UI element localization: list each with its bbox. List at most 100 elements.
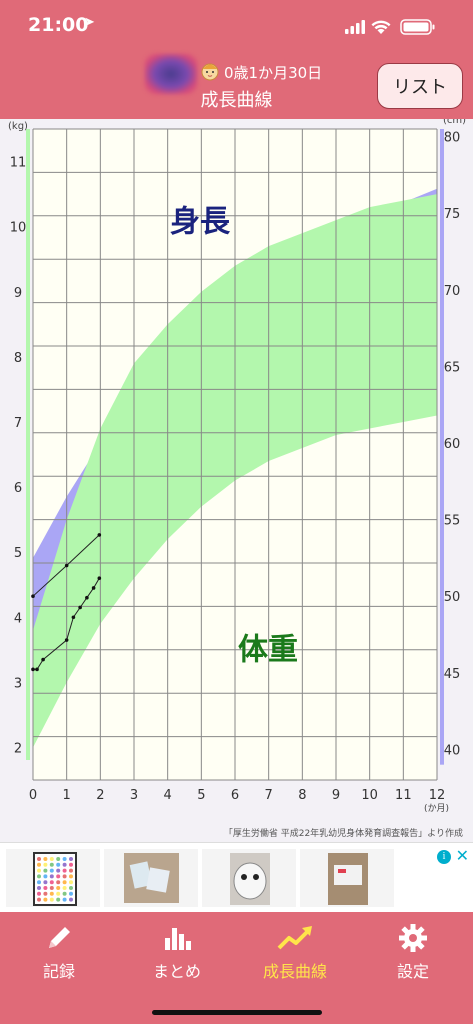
poster-dot	[37, 886, 41, 890]
tab-summary[interactable]: まとめ	[118, 912, 236, 992]
month-unit-label: (か月)	[424, 803, 449, 814]
ad-bib-image	[230, 853, 270, 905]
status-bar: 21:00 ➤	[0, 0, 473, 56]
gear-icon	[399, 924, 427, 952]
height-tick-label: 55	[444, 514, 461, 529]
poster-dot	[37, 868, 41, 873]
poster-dot	[43, 891, 48, 896]
ad-product-image[interactable]	[202, 849, 296, 907]
month-tick-label: 7	[265, 788, 273, 803]
poster-dot	[37, 891, 41, 896]
month-tick-label: 0	[29, 788, 37, 803]
poster-dot	[69, 874, 73, 879]
info-icon[interactable]: i	[437, 850, 451, 864]
poster-dot	[49, 891, 54, 896]
height-tick-label: 45	[444, 667, 461, 682]
pencil-icon	[49, 927, 70, 948]
weight-tick-label: 7	[14, 416, 22, 431]
ad-product-image[interactable]	[300, 849, 394, 907]
weight-data-point	[41, 657, 45, 662]
weight-tick-label: 6	[14, 481, 22, 496]
tab-growth-curve[interactable]: 成長曲線	[236, 912, 354, 992]
weight-tick-label: 3	[14, 676, 22, 691]
weight-tick-label: 9	[14, 286, 22, 301]
ad-banner[interactable]	[0, 842, 473, 912]
poster-dot	[56, 897, 61, 902]
poster-dot	[43, 862, 48, 867]
poster-dot	[37, 857, 41, 861]
poster-dot	[69, 880, 73, 885]
bar-chart-icon	[165, 928, 191, 950]
app-header: 21:00 ➤ 0歳1か月30日 成	[0, 0, 473, 119]
height-unit-label: (cm)	[443, 119, 466, 126]
poster-dot	[56, 862, 61, 867]
height-data-point	[31, 594, 35, 598]
weight-tick-label: 11	[10, 156, 27, 171]
weight-data-point	[71, 615, 76, 620]
weight-data-point	[78, 605, 82, 610]
poster-dot	[37, 880, 41, 885]
close-icon[interactable]: ✕	[455, 846, 469, 865]
poster-dot	[62, 897, 67, 902]
tab-label: 設定	[396, 962, 429, 981]
weight-data-point	[35, 667, 39, 672]
baby-age: 0歳1か月30日	[224, 64, 323, 82]
poster-dot	[69, 868, 73, 873]
poster-dot	[49, 886, 54, 890]
poster-dot	[37, 897, 41, 902]
weight-data-point	[97, 576, 102, 580]
weight-data-point	[64, 638, 69, 642]
avatar	[145, 54, 197, 94]
tab-bar: 記録 まとめ 成長曲線	[0, 912, 473, 1024]
poster-dot	[43, 886, 48, 890]
ad-product-image[interactable]	[104, 849, 198, 907]
tab-settings[interactable]: 設定	[354, 912, 472, 992]
poster-dot	[37, 874, 41, 879]
month-tick-label: 11	[395, 788, 412, 803]
height-tick-label: 60	[444, 437, 461, 452]
poster-dot	[49, 897, 54, 902]
poster-dot	[37, 862, 41, 867]
poster-dot	[62, 857, 67, 861]
height-tick-label: 70	[444, 284, 461, 299]
battery-icon	[400, 19, 435, 35]
month-tick-label: 3	[130, 788, 138, 803]
poster-dot	[62, 886, 67, 890]
weight-tick-label: 10	[10, 221, 27, 236]
poster-dot	[69, 857, 73, 861]
poster-dot	[56, 886, 61, 890]
month-tick-label: 4	[164, 788, 172, 803]
ad-product-image[interactable]	[6, 849, 100, 907]
height-tick-label: 75	[444, 207, 461, 222]
poster-dot	[69, 862, 73, 867]
page-title: 成長曲線	[200, 90, 273, 111]
poster-dot	[56, 868, 61, 873]
wifi-icon	[371, 20, 391, 34]
weight-data-point	[31, 667, 35, 672]
poster-dot	[69, 897, 73, 902]
poster-dot	[43, 868, 48, 873]
tab-record[interactable]: 記録	[0, 912, 118, 992]
status-time: 21:00	[28, 14, 89, 36]
right-axis-bar	[440, 129, 444, 765]
weight-tick-label: 8	[14, 351, 22, 366]
weight-unit-label: (kg)	[8, 121, 28, 132]
poster-dot	[62, 874, 67, 879]
ad-box-image	[328, 853, 368, 905]
month-tick-label: 6	[231, 788, 239, 803]
trend-icon	[277, 926, 312, 950]
weight-data-point	[85, 595, 89, 600]
height-tick-label: 65	[444, 360, 461, 375]
height-tick-label: 40	[444, 743, 461, 758]
poster-dot	[69, 891, 73, 896]
month-tick-label: 2	[96, 788, 104, 803]
list-button[interactable]: リスト	[377, 63, 463, 109]
month-tick-label: 12	[429, 788, 446, 803]
month-tick-label: 5	[197, 788, 205, 803]
height-data-point	[64, 563, 69, 568]
poster-dot	[62, 868, 67, 873]
weight-tick-label: 5	[14, 546, 22, 561]
poster-dot	[49, 874, 54, 879]
baby-face-icon	[201, 63, 219, 81]
ad-packages-image	[124, 853, 179, 903]
